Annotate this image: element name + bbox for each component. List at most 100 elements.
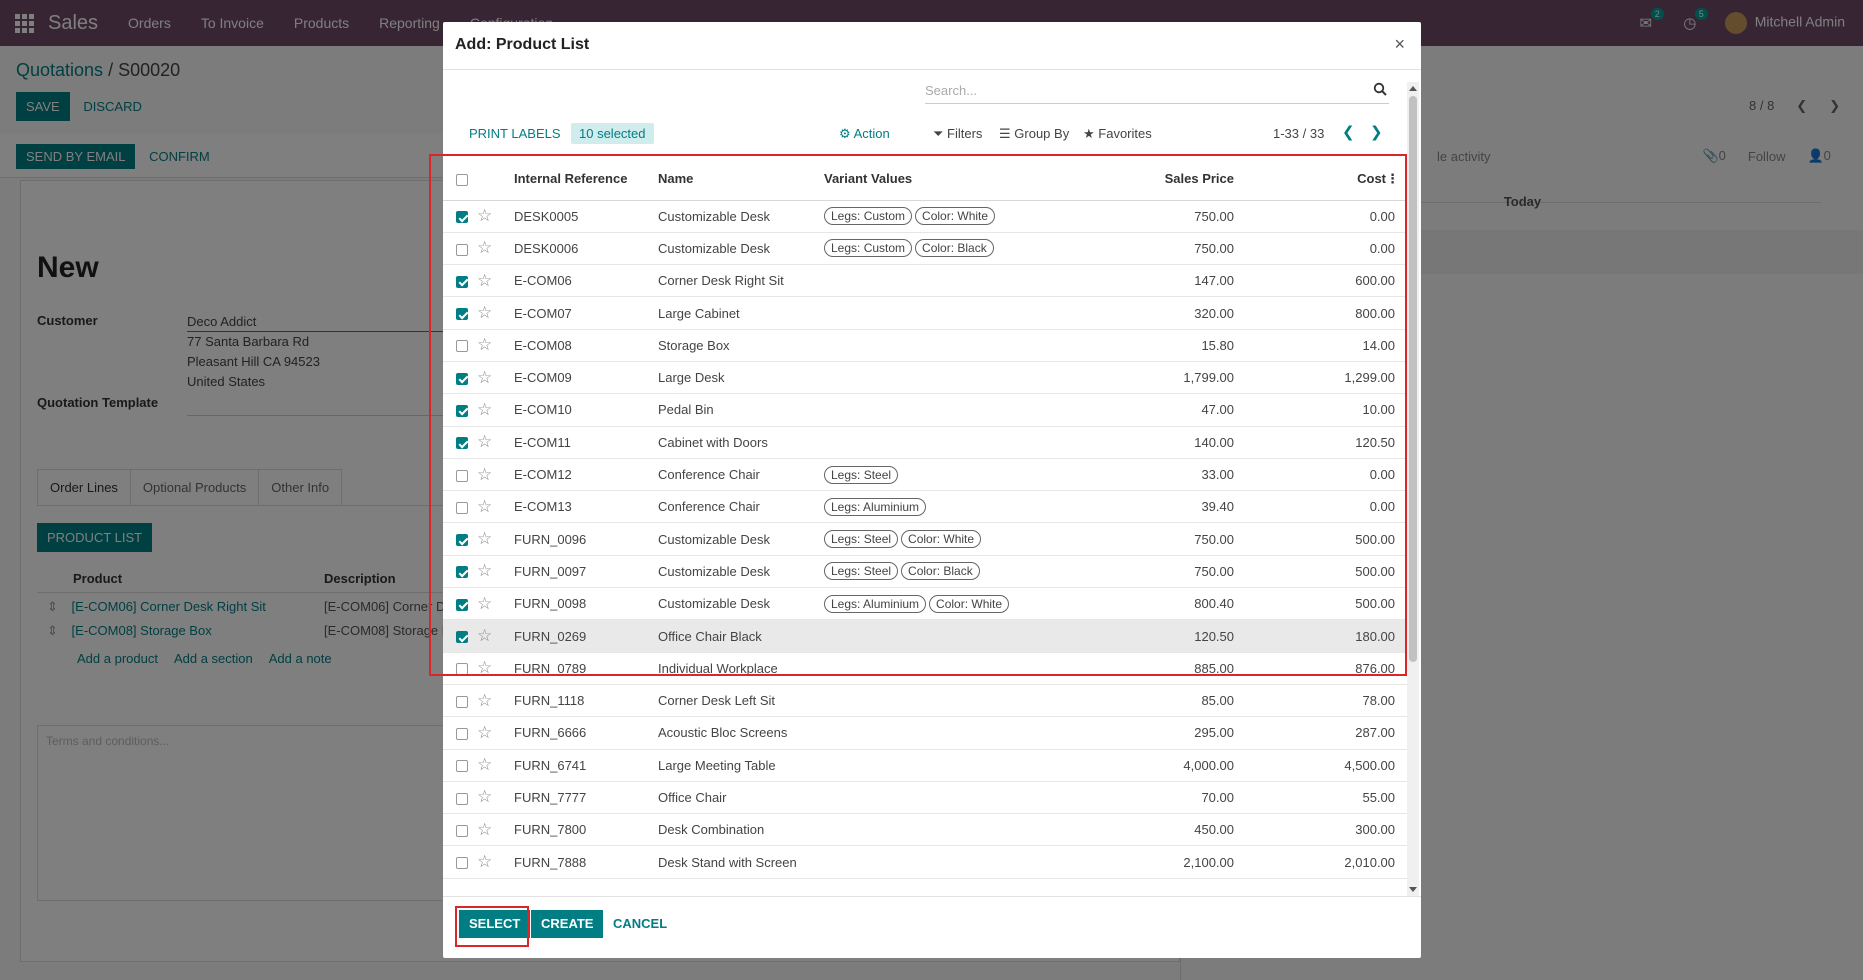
cell-name[interactable]: Pedal Bin (650, 393, 816, 427)
cell-internal-reference[interactable]: DESK0006 (506, 232, 650, 266)
cell-variant-values[interactable] (816, 361, 1072, 395)
cell-internal-reference[interactable]: FURN_0269 (506, 619, 650, 653)
star-icon[interactable]: ☆ (477, 496, 493, 516)
table-row[interactable]: ☆ FURN_0098 Customizable Desk Legs: Alumini… (443, 587, 1407, 621)
row-checkbox[interactable] (456, 631, 468, 644)
cell-sales-price[interactable]: 320.00 (1072, 296, 1242, 330)
row-checkbox[interactable] (456, 695, 468, 708)
table-row[interactable]: ☆ E-COM06 Corner Desk Right Sit 147.00 600.0… (443, 264, 1407, 298)
col-name[interactable]: Name (650, 158, 816, 201)
cell-cost[interactable]: 0.00 (1242, 490, 1407, 524)
star-icon[interactable]: ☆ (477, 787, 493, 807)
col-sales-price[interactable]: Sales Price (1072, 158, 1242, 201)
print-labels-button[interactable]: PRINT LABELS (469, 126, 561, 141)
filters-dropdown[interactable]: ⏷ Filters (933, 126, 983, 141)
cell-sales-price[interactable]: 750.00 (1072, 200, 1242, 233)
cell-name[interactable]: Desk Combination (650, 813, 816, 847)
cell-name[interactable]: Office Chair (650, 781, 816, 815)
cell-internal-reference[interactable]: E-COM09 (506, 361, 650, 395)
row-checkbox-cell[interactable] (443, 555, 469, 589)
cell-internal-reference[interactable]: E-COM11 (506, 426, 650, 459)
cell-variant-values[interactable]: Legs: Custom Color: White (816, 200, 1072, 233)
favorites-dropdown[interactable]: ★ Favorites (1083, 126, 1152, 141)
cell-variant-values[interactable] (816, 716, 1072, 750)
star-icon[interactable]: ☆ (477, 399, 493, 419)
row-checkbox[interactable] (456, 792, 468, 805)
table-row[interactable]: ☆ FURN_7800 Desk Combination 450.00 300.00 (443, 813, 1407, 847)
cell-name[interactable]: Customizable Desk (650, 555, 816, 589)
group-by-dropdown[interactable]: ☰ Group By (999, 126, 1070, 141)
cell-sales-price[interactable]: 85.00 (1072, 684, 1242, 718)
row-checkbox-cell[interactable] (443, 652, 469, 685)
row-checkbox-cell[interactable] (443, 716, 469, 750)
cell-variant-values[interactable] (816, 684, 1072, 718)
star-icon[interactable]: ☆ (477, 335, 493, 355)
star-icon[interactable]: ☆ (477, 238, 493, 258)
table-row[interactable]: ☆ E-COM12 Conference Chair Legs: Steel 33.00… (443, 458, 1407, 492)
scroll-up-icon[interactable] (1409, 86, 1417, 91)
table-row[interactable]: ☆ FURN_7777 Office Chair 70.00 55.00 (443, 781, 1407, 815)
cell-cost[interactable]: 120.50 (1242, 426, 1407, 459)
cancel-button[interactable]: CANCEL (613, 916, 668, 931)
cell-variant-values[interactable] (816, 393, 1072, 427)
table-row[interactable]: ☆ E-COM08 Storage Box 15.80 14.00 (443, 329, 1407, 362)
cell-name[interactable]: Desk Stand with Screen (650, 845, 816, 879)
cell-sales-price[interactable]: 295.00 (1072, 716, 1242, 750)
cell-variant-values[interactable] (816, 781, 1072, 815)
table-row[interactable]: ☆ E-COM07 Large Cabinet 320.00 800.00 (443, 296, 1407, 330)
select-all-checkbox[interactable] (456, 173, 468, 186)
cell-cost[interactable]: 10.00 (1242, 393, 1407, 427)
cell-internal-reference[interactable]: E-COM10 (506, 393, 650, 427)
table-row[interactable]: ☆ E-COM13 Conference Chair Legs: Aluminium 3… (443, 490, 1407, 524)
row-checkbox-cell[interactable] (443, 393, 469, 427)
table-row[interactable]: ☆ FURN_0789 Individual Workplace 885.00 876.… (443, 652, 1407, 685)
row-checkbox[interactable] (456, 211, 468, 224)
star-icon[interactable]: ☆ (477, 819, 493, 839)
pager-next-icon[interactable]: ❯ (1370, 124, 1383, 141)
table-row[interactable]: ☆ FURN_1118 Corner Desk Left Sit 85.00 78.00 (443, 684, 1407, 718)
cell-cost[interactable]: 55.00 (1242, 781, 1407, 815)
cell-sales-price[interactable]: 885.00 (1072, 652, 1242, 685)
row-checkbox-cell[interactable] (443, 813, 469, 847)
cell-variant-values[interactable]: Legs: Custom Color: Black (816, 232, 1072, 266)
cell-name[interactable]: Customizable Desk (650, 587, 816, 621)
cell-internal-reference[interactable]: E-COM07 (506, 296, 650, 330)
cell-internal-reference[interactable]: E-COM08 (506, 329, 650, 362)
cell-name[interactable]: Corner Desk Left Sit (650, 684, 816, 718)
cell-variant-values[interactable] (816, 652, 1072, 685)
cell-variant-values[interactable] (816, 426, 1072, 459)
cell-sales-price[interactable]: 750.00 (1072, 232, 1242, 266)
cell-variant-values[interactable]: Legs: Aluminium Color: White (816, 587, 1072, 621)
cell-internal-reference[interactable]: E-COM06 (506, 264, 650, 298)
row-checkbox[interactable] (456, 534, 468, 547)
row-checkbox-cell[interactable] (443, 684, 469, 718)
action-dropdown[interactable]: ⚙ Action (839, 126, 890, 141)
cell-cost[interactable]: 0.00 (1242, 232, 1407, 266)
cell-sales-price[interactable]: 750.00 (1072, 522, 1242, 556)
cell-name[interactable]: Conference Chair (650, 490, 816, 524)
row-checkbox[interactable] (456, 469, 468, 482)
row-checkbox-cell[interactable] (443, 426, 469, 459)
cell-sales-price[interactable]: 47.00 (1072, 393, 1242, 427)
row-checkbox[interactable] (456, 308, 468, 321)
row-checkbox-cell[interactable] (443, 296, 469, 330)
star-icon[interactable]: ☆ (477, 626, 493, 645)
cell-cost[interactable]: 4,500.00 (1242, 749, 1407, 782)
row-checkbox-cell[interactable] (443, 781, 469, 815)
cell-sales-price[interactable]: 140.00 (1072, 426, 1242, 459)
row-checkbox[interactable] (456, 243, 468, 256)
row-checkbox-cell[interactable] (443, 458, 469, 492)
cell-name[interactable]: Customizable Desk (650, 200, 816, 233)
star-icon[interactable]: ☆ (477, 206, 493, 226)
cell-name[interactable]: Conference Chair (650, 458, 816, 492)
cell-cost[interactable]: 500.00 (1242, 587, 1407, 621)
cell-internal-reference[interactable]: FURN_0096 (506, 522, 650, 556)
row-checkbox-cell[interactable] (443, 749, 469, 782)
pager-prev-icon[interactable]: ❮ (1342, 124, 1355, 141)
table-row[interactable]: ☆ FURN_7888 Desk Stand with Screen 2,100.00… (443, 845, 1407, 879)
row-checkbox-cell[interactable] (443, 522, 469, 556)
star-icon[interactable]: ☆ (477, 593, 493, 613)
cell-variant-values[interactable] (816, 264, 1072, 298)
table-row[interactable]: ☆ E-COM10 Pedal Bin 47.00 10.00 (443, 393, 1407, 427)
row-checkbox[interactable] (456, 501, 468, 514)
